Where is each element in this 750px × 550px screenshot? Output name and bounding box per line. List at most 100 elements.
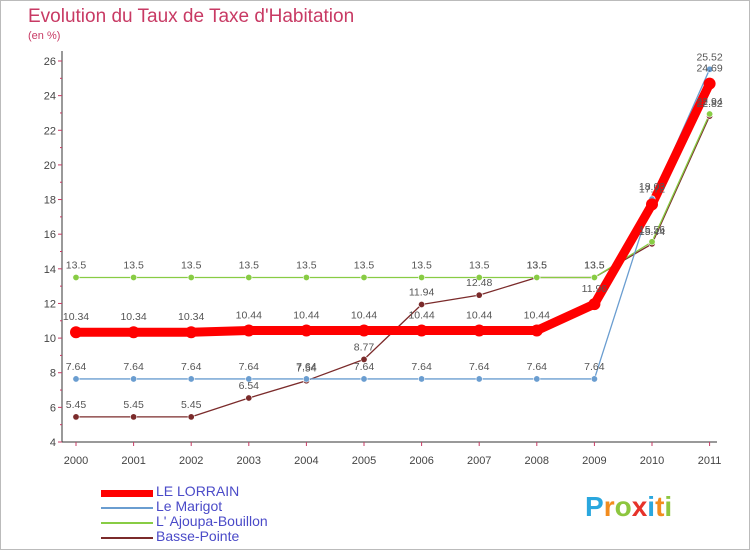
data-point: [130, 413, 138, 421]
legend-swatch-basse-pointe: [101, 537, 153, 539]
data-label: 13.5: [527, 259, 548, 271]
data-label: 10.44: [293, 309, 319, 321]
data-point: [418, 375, 426, 383]
data-point: [706, 65, 714, 73]
data-point: [418, 273, 426, 281]
data-label: 13.5: [527, 259, 548, 271]
data-point: [590, 273, 598, 281]
x-tick-label: 2000: [64, 455, 88, 467]
data-point: [242, 324, 255, 337]
data-label: 7.64: [469, 361, 490, 373]
data-point: [590, 375, 598, 383]
x-tick-label: 2002: [179, 455, 203, 467]
data-label: 7.54: [296, 363, 317, 375]
data-point: [533, 273, 541, 281]
data-label: 18.03: [639, 181, 665, 193]
data-point: [703, 77, 716, 90]
x-tick-label: 2004: [294, 455, 318, 467]
data-point: [475, 291, 483, 299]
data-point: [245, 375, 253, 383]
x-tick-label: 2003: [237, 455, 261, 467]
proxiti-logo: Proxiti: [585, 491, 672, 523]
data-label: 10.34: [63, 311, 89, 323]
data-label: 10.44: [524, 309, 550, 321]
x-tick-label: 2005: [352, 455, 376, 467]
x-tick-label: 2010: [640, 455, 664, 467]
logo-letter: x: [631, 491, 648, 522]
data-label: 10.34: [120, 311, 146, 323]
data-label: 13.5: [354, 259, 375, 271]
legend-swatch-ajoupa-bouillon: [101, 522, 153, 524]
data-point: [245, 394, 253, 402]
y-tick-label: 10: [44, 333, 56, 345]
data-label: 13.5: [181, 259, 202, 271]
unit-label: (en %): [28, 30, 61, 42]
data-point: [588, 298, 601, 311]
line-chart: 4 6 8 10 12 14 16 18 20 22 24 26 2000 2001 2002 2003 200…: [44, 51, 723, 467]
series-line-1: [75, 68, 711, 380]
legend-label-basse-pointe: Basse-Pointe: [156, 528, 240, 544]
y-tick-label: 20: [44, 160, 56, 172]
data-point: [475, 273, 483, 281]
y-tick-label: 6: [50, 402, 56, 414]
data-point: [415, 324, 428, 337]
data-label: 10.44: [408, 309, 434, 321]
data-label: 13.5: [584, 259, 605, 271]
data-point: [187, 273, 195, 281]
y-tick-label: 4: [50, 437, 56, 449]
y-tick-label: 18: [44, 195, 56, 207]
data-label: 10.44: [466, 309, 492, 321]
x-tick-label: 2011: [698, 455, 722, 467]
data-label: 13.5: [584, 259, 605, 271]
data-point: [360, 375, 368, 383]
data-point: [127, 326, 140, 339]
data-point: [130, 273, 138, 281]
data-label: 5.45: [66, 399, 87, 411]
data-label: 7.64: [527, 361, 548, 373]
data-label: 10.44: [351, 309, 377, 321]
data-point: [185, 326, 198, 339]
data-point: [648, 238, 656, 246]
legend-swatch-le-lorrain: [101, 490, 153, 497]
data-point: [302, 375, 310, 383]
data-label: 7.64: [66, 361, 87, 373]
data-point: [646, 198, 658, 211]
series-lines: [71, 68, 715, 418]
data-labels: 10.34 10.34 10.34 10.44 10.44 10.44 10.44 10.44…: [63, 51, 723, 411]
y-tick-label: 22: [44, 125, 56, 137]
data-label: 13.5: [239, 259, 260, 271]
data-point: [418, 300, 426, 308]
y-tick-label: 14: [44, 264, 56, 276]
data-point: [245, 273, 253, 281]
data-label: 12.48: [466, 277, 492, 289]
y-tick-label: 12: [44, 298, 56, 310]
data-label: 13.5: [123, 259, 144, 271]
data-point: [533, 375, 541, 383]
data-label: 22.94: [696, 96, 722, 108]
data-point: [530, 324, 543, 337]
data-label: 10.34: [178, 311, 204, 323]
data-point: [300, 324, 313, 337]
data-label: 15.56: [639, 224, 665, 236]
data-label: 22.82: [696, 98, 722, 110]
data-point: [187, 413, 195, 421]
data-point: [706, 110, 714, 118]
data-label: 13.5: [411, 259, 432, 271]
series-points: [70, 65, 716, 421]
data-point: [358, 324, 370, 337]
x-tick-label: 2009: [582, 455, 606, 467]
logo-letter: i: [647, 491, 656, 522]
logo-letter: o: [614, 491, 632, 522]
series-line-2: [75, 113, 711, 279]
data-point: [360, 273, 368, 281]
x-tick-label: 2001: [121, 455, 145, 467]
y-tick-label: 24: [44, 91, 56, 103]
x-tick-label: 2008: [525, 455, 549, 467]
data-label: 15.44: [639, 226, 665, 238]
data-label: 11.94: [409, 286, 435, 298]
data-label: 11.96: [582, 283, 608, 295]
data-point: [475, 375, 483, 383]
data-label: 25.52: [696, 51, 722, 63]
y-tick-label: 16: [44, 229, 56, 241]
data-point: [72, 413, 80, 421]
